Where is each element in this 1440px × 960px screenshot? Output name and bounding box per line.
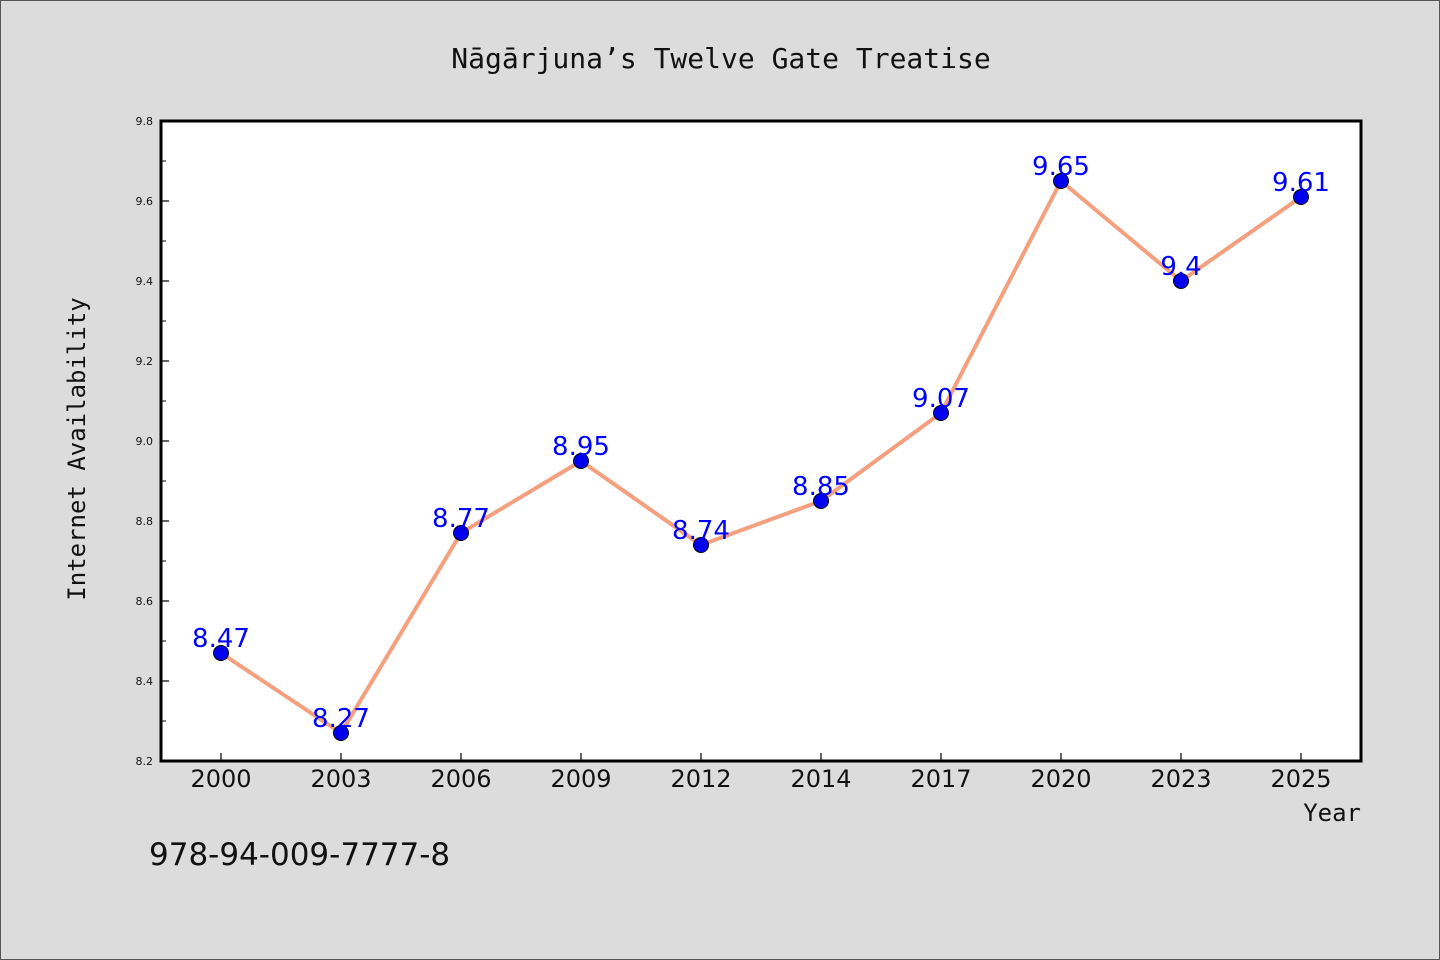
x-tick-label: 2017 — [910, 765, 971, 793]
y-tick-label: 8.2 — [136, 755, 154, 768]
data-label: 8.47 — [192, 624, 250, 654]
data-label: 9.07 — [912, 384, 970, 414]
y-axis: 8.2 8.4 8.6 8.8 9.0 9.2 9.4 9.6 9.8 — [136, 115, 169, 768]
y-tick-label: 8.8 — [136, 515, 154, 528]
x-tick-label: 2025 — [1270, 765, 1331, 793]
x-tick-label: 2000 — [190, 765, 251, 793]
data-point — [693, 537, 709, 553]
data-point — [1053, 173, 1069, 189]
series-line — [219, 179, 1303, 735]
data-point — [813, 493, 829, 509]
y-tick-label: 9.4 — [136, 275, 154, 288]
series: 8.47 8.27 8.77 8.95 8.74 8.85 9.07 9.65 9.4 9.61 — [192, 152, 1330, 741]
x-tick-label: 2020 — [1030, 765, 1091, 793]
data-label: 8.74 — [672, 516, 730, 546]
x-tick-label: 2012 — [670, 765, 731, 793]
data-label: 8.27 — [312, 704, 370, 734]
data-label: 9.65 — [1032, 152, 1090, 182]
footer-text: 978-94-009-7777-8 — [149, 837, 450, 873]
x-tick-label: 2009 — [550, 765, 611, 793]
data-label: 8.95 — [552, 432, 610, 462]
data-point — [1293, 189, 1309, 205]
y-axis-label: Internet Availability — [63, 297, 91, 600]
x-tick-label: 2003 — [310, 765, 371, 793]
chart-title: Nāgārjuna’s Twelve Gate Treatise — [451, 42, 990, 75]
x-axis: 2000 2003 2006 2009 2012 2014 2017 2020 2023 2025 — [190, 753, 1332, 793]
data-label: 9.61 — [1272, 168, 1330, 198]
y-tick-label: 9.8 — [136, 115, 154, 128]
x-tick-label: 2023 — [1150, 765, 1211, 793]
data-label: 8.77 — [432, 504, 490, 534]
data-point — [573, 453, 589, 469]
data-point — [213, 645, 229, 661]
x-tick-label: 2006 — [430, 765, 491, 793]
y-tick-label: 8.6 — [136, 595, 154, 608]
y-tick-label: 9.6 — [136, 195, 154, 208]
data-label: 9.4 — [1160, 252, 1201, 282]
x-axis-label: Year — [1303, 799, 1361, 827]
data-point — [933, 405, 949, 421]
y-tick-label: 9.0 — [136, 435, 154, 448]
data-point — [333, 725, 349, 741]
data-point — [1173, 273, 1189, 289]
x-tick-label: 2014 — [790, 765, 851, 793]
y-tick-label: 9.2 — [136, 355, 154, 368]
data-label: 8.85 — [792, 472, 850, 502]
plot-area — [159, 119, 1363, 763]
data-point — [453, 525, 469, 541]
y-tick-label: 8.4 — [136, 675, 154, 688]
